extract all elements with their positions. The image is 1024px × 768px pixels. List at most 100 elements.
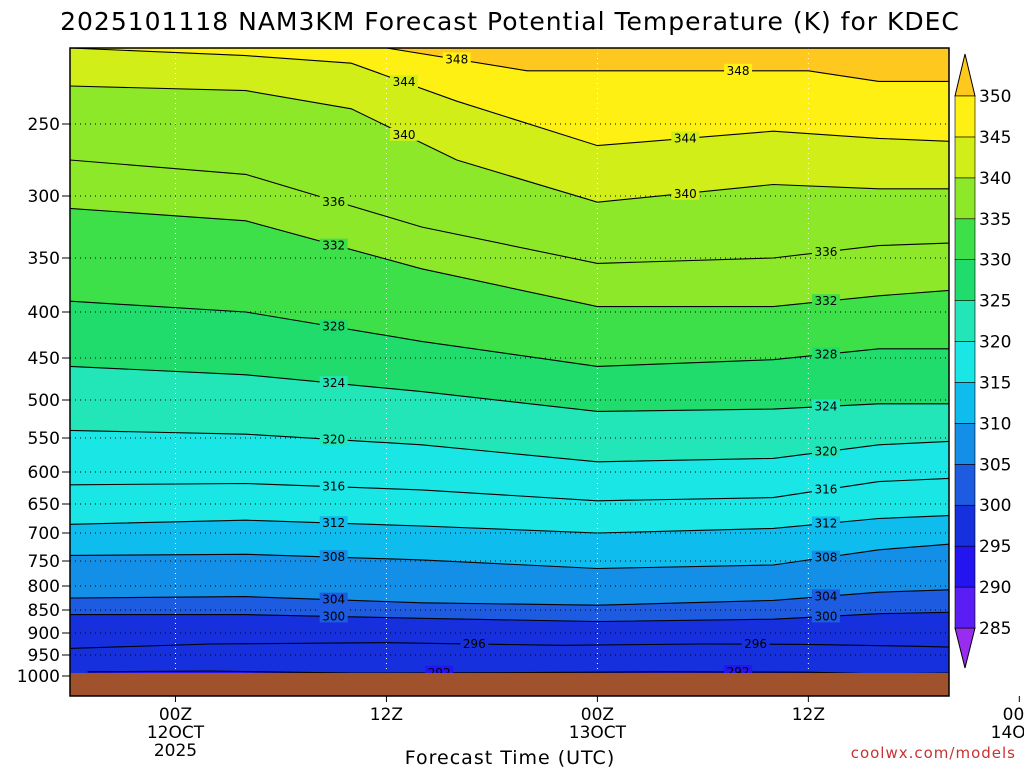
colorbar-label-295: 295 <box>979 537 1011 557</box>
colorbar-swatch-290 <box>954 545 976 588</box>
contour-label-332-0: 332 <box>322 239 345 253</box>
contour-label-344-0: 344 <box>393 75 416 89</box>
contour-332 <box>70 207 949 308</box>
contour-label-bg-332-0 <box>319 238 348 252</box>
contour-348 <box>70 48 949 82</box>
contour-328 <box>70 300 949 367</box>
x-tick-date-0: 12OCT <box>147 723 205 743</box>
contour-label-bg-316-0 <box>319 479 348 493</box>
contour-label-328-0: 328 <box>322 320 345 334</box>
y-tick-label-650: 650 <box>28 495 60 515</box>
x-tick-label-48: 00Z <box>1003 705 1024 725</box>
contour-label-bg-340-1 <box>671 186 700 200</box>
colorbar-label-310: 310 <box>979 414 1011 434</box>
contour-label-bg-300-0 <box>319 609 348 623</box>
contour-label-312-0: 312 <box>322 516 345 530</box>
colorbar-label-335: 335 <box>979 210 1011 230</box>
y-tick-label-850: 850 <box>28 601 60 621</box>
contour-label-bg-296-1 <box>741 637 770 651</box>
contour-label-308-1: 308 <box>814 551 837 565</box>
colorbar-label-345: 345 <box>979 128 1011 148</box>
credit-text: coolwx.com/models <box>851 744 1016 762</box>
contour-292 <box>87 670 949 673</box>
y-tick-label-450: 450 <box>28 349 60 369</box>
contour-label-bg-348-0 <box>442 52 471 66</box>
colorbar-label-350: 350 <box>979 87 1011 107</box>
y-tick-label-700: 700 <box>28 524 60 544</box>
contour-label-bg-348-1 <box>724 63 753 77</box>
contour-label-bg-312-1 <box>811 516 840 530</box>
contour-label-bg-312-0 <box>319 516 348 530</box>
contour-label-bg-292-0 <box>425 665 454 673</box>
contour-label-bg-304-0 <box>319 592 348 606</box>
plot-frame <box>69 47 950 697</box>
contour-label-bg-308-1 <box>811 550 840 564</box>
colorbar-label-285: 285 <box>979 619 1011 639</box>
colorbar-swatch-325 <box>954 259 976 301</box>
x-tick-date-24: 13OCT <box>569 723 627 743</box>
x-tick-label-12: 12Z <box>370 705 403 725</box>
contour-label-316-1: 316 <box>814 483 837 497</box>
x-tick-label-24: 00Z <box>581 705 614 725</box>
contour-label-304-1: 304 <box>814 589 837 603</box>
colorbar-swatch-305 <box>954 423 976 465</box>
contour-label-bg-320-1 <box>811 444 840 458</box>
contour-344 <box>70 48 949 147</box>
y-tick-label-300: 300 <box>28 187 60 207</box>
y-tick-label-500: 500 <box>28 391 60 411</box>
contour-label-312-1: 312 <box>814 516 837 530</box>
y-tick-label-400: 400 <box>28 303 60 323</box>
contour-label-bg-332-1 <box>811 294 840 308</box>
contour-312 <box>70 515 949 534</box>
contour-label-bg-328-0 <box>319 319 348 333</box>
contour-320 <box>70 429 949 463</box>
contour-label-328-1: 328 <box>814 347 837 361</box>
contour-label-292-1: 292 <box>727 665 750 679</box>
contour-label-316-0: 316 <box>322 480 345 494</box>
contour-label-296-1: 296 <box>744 637 767 651</box>
y-tick-label-600: 600 <box>28 463 60 483</box>
x-axis-label: Forecast Time (UTC) <box>405 747 615 768</box>
contour-336 <box>70 159 949 264</box>
contour-label-300-1: 300 <box>814 609 837 623</box>
contour-296 <box>70 642 949 649</box>
y-tick-label-750: 750 <box>28 552 60 572</box>
contour-label-332-1: 332 <box>814 294 837 308</box>
colorbar-label-325: 325 <box>979 292 1011 312</box>
contour-label-bg-324-1 <box>811 399 840 413</box>
contour-label-308-0: 308 <box>322 550 345 564</box>
y-tick-label-1000: 1000 <box>17 667 60 687</box>
contour-label-bg-316-1 <box>811 482 840 496</box>
contour-label-bg-328-1 <box>811 347 840 361</box>
contour-label-bg-336-0 <box>319 195 348 209</box>
contour-label-bg-324-0 <box>319 376 348 390</box>
y-tick-label-900: 900 <box>28 624 60 644</box>
colorbar-label-340: 340 <box>979 169 1011 189</box>
contour-label-300-0: 300 <box>322 609 345 623</box>
contour-label-340-1: 340 <box>674 187 697 201</box>
contour-label-bg-300-1 <box>811 609 840 623</box>
contour-label-bg-320-0 <box>319 432 348 446</box>
ground-surface <box>70 673 949 696</box>
x-tick-date-48: 14OCT <box>991 723 1024 743</box>
contour-304 <box>70 589 949 606</box>
colorbar-label-300: 300 <box>979 496 1011 516</box>
contour-label-bg-336-1 <box>811 244 840 258</box>
contour-label-bg-304-1 <box>811 589 840 603</box>
x-tick-label-36: 12Z <box>792 705 825 725</box>
chart-title: 2025101118 NAM3KM Forecast Potential Tem… <box>60 7 960 36</box>
contour-label-344-1: 344 <box>674 131 697 145</box>
contour-308 <box>70 543 949 570</box>
contour-324 <box>70 365 949 412</box>
colorbar-swatch-340 <box>954 136 976 179</box>
colorbar-label-290: 290 <box>979 578 1011 598</box>
contour-label-320-1: 320 <box>814 445 837 459</box>
contour-label-324-1: 324 <box>814 399 837 413</box>
contour-label-bg-292-1 <box>724 665 753 673</box>
colorbar-swatch-320 <box>954 300 976 342</box>
y-tick-label-350: 350 <box>28 249 60 269</box>
colorbar-swatch-315 <box>954 341 976 383</box>
contour-label-336-1: 336 <box>814 245 837 259</box>
contour-label-bg-296-0 <box>460 637 489 650</box>
